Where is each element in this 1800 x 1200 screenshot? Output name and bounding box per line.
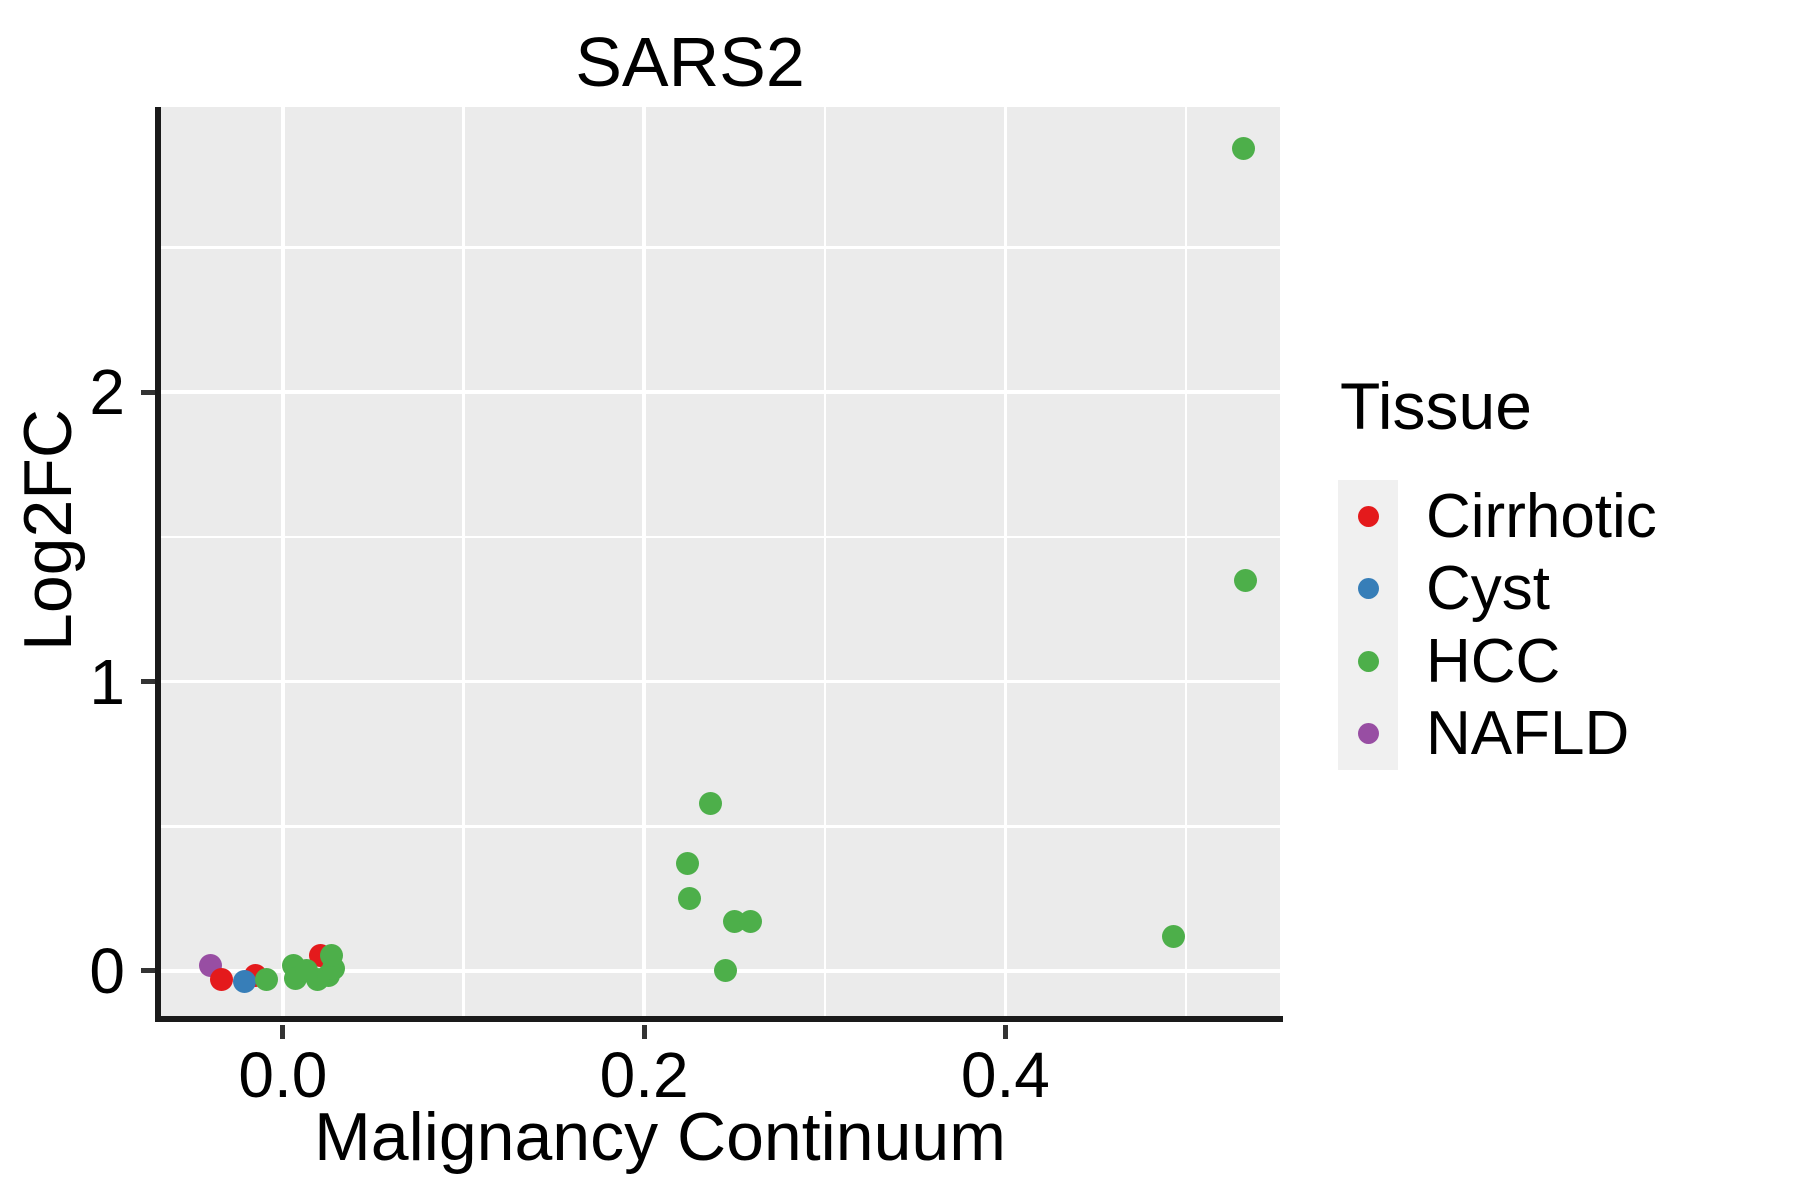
y-axis-title: Log2FC (10, 409, 86, 651)
data-point-hcc (1232, 137, 1256, 161)
gridline-y-minor (160, 246, 1280, 249)
legend-key (1338, 552, 1398, 625)
gridline-y-minor (160, 825, 1280, 828)
legend-items: Cirrhotic Cyst HCC NAFLD (1338, 480, 1657, 770)
data-point-cyst (233, 969, 257, 993)
data-point-hcc (713, 959, 737, 983)
nafld-swatch-icon (1357, 723, 1379, 745)
gridline-y-major (160, 390, 1280, 394)
gridline-x-minor (823, 107, 827, 1017)
chart-title: SARS2 (575, 23, 805, 101)
legend-item-label: Cirrhotic (1426, 481, 1657, 551)
y-tick-mark (141, 679, 155, 685)
gridline-x-major (642, 107, 646, 1017)
gridline-x-major (281, 107, 285, 1017)
data-point-hcc (320, 943, 344, 967)
gridline-x-minor (462, 107, 465, 1017)
data-point-hcc (255, 968, 279, 992)
legend-item: Cirrhotic (1338, 480, 1657, 553)
y-tick-mark (141, 389, 155, 395)
x-tick-mark (280, 1025, 286, 1039)
data-point-hcc (675, 852, 699, 876)
legend-item: NAFLD (1338, 697, 1657, 770)
y-tick-label: 2 (89, 356, 125, 429)
cirrhotic-swatch-icon (1357, 505, 1379, 527)
hcc-swatch-icon (1357, 650, 1379, 672)
data-point-hcc (1161, 924, 1185, 948)
gridline-x-major (1003, 107, 1008, 1017)
x-tick-label: 0.0 (238, 1039, 328, 1111)
legend-key (1338, 625, 1398, 698)
legend-item: Cyst (1338, 552, 1657, 625)
data-point-hcc (1234, 568, 1258, 592)
y-tick-mark (141, 968, 155, 974)
y-tick-label: 0 (89, 934, 125, 1007)
gridline-x-minor (1184, 107, 1188, 1017)
x-axis-title: Malignancy Continuum (314, 1099, 1006, 1175)
x-tick-mark (1002, 1025, 1008, 1039)
legend: Tissue Cirrhotic Cyst HCC NAFLD (1338, 368, 1657, 770)
y-axis-line (155, 107, 161, 1022)
cyst-swatch-icon (1357, 578, 1379, 600)
data-point-hcc (699, 791, 723, 815)
legend-item-label: HCC (1426, 626, 1561, 696)
data-point-hcc (677, 887, 701, 911)
data-point-hcc (739, 910, 763, 934)
gridline-y-minor (160, 535, 1280, 539)
x-tick-label: 0.2 (599, 1039, 689, 1111)
data-point-cirrhotic (209, 968, 233, 992)
legend-item: HCC (1338, 625, 1657, 698)
legend-item-label: Cyst (1426, 554, 1550, 624)
plot-panel (160, 107, 1280, 1017)
gridline-y-major (160, 679, 1280, 684)
x-tick-mark (641, 1025, 647, 1039)
y-tick-label: 1 (89, 645, 125, 718)
legend-key (1338, 480, 1398, 553)
x-tick-label: 0.4 (960, 1039, 1050, 1111)
x-axis-line (155, 1016, 1283, 1022)
legend-key (1338, 697, 1398, 770)
legend-item-label: NAFLD (1426, 699, 1630, 769)
legend-title: Tissue (1340, 369, 1532, 443)
